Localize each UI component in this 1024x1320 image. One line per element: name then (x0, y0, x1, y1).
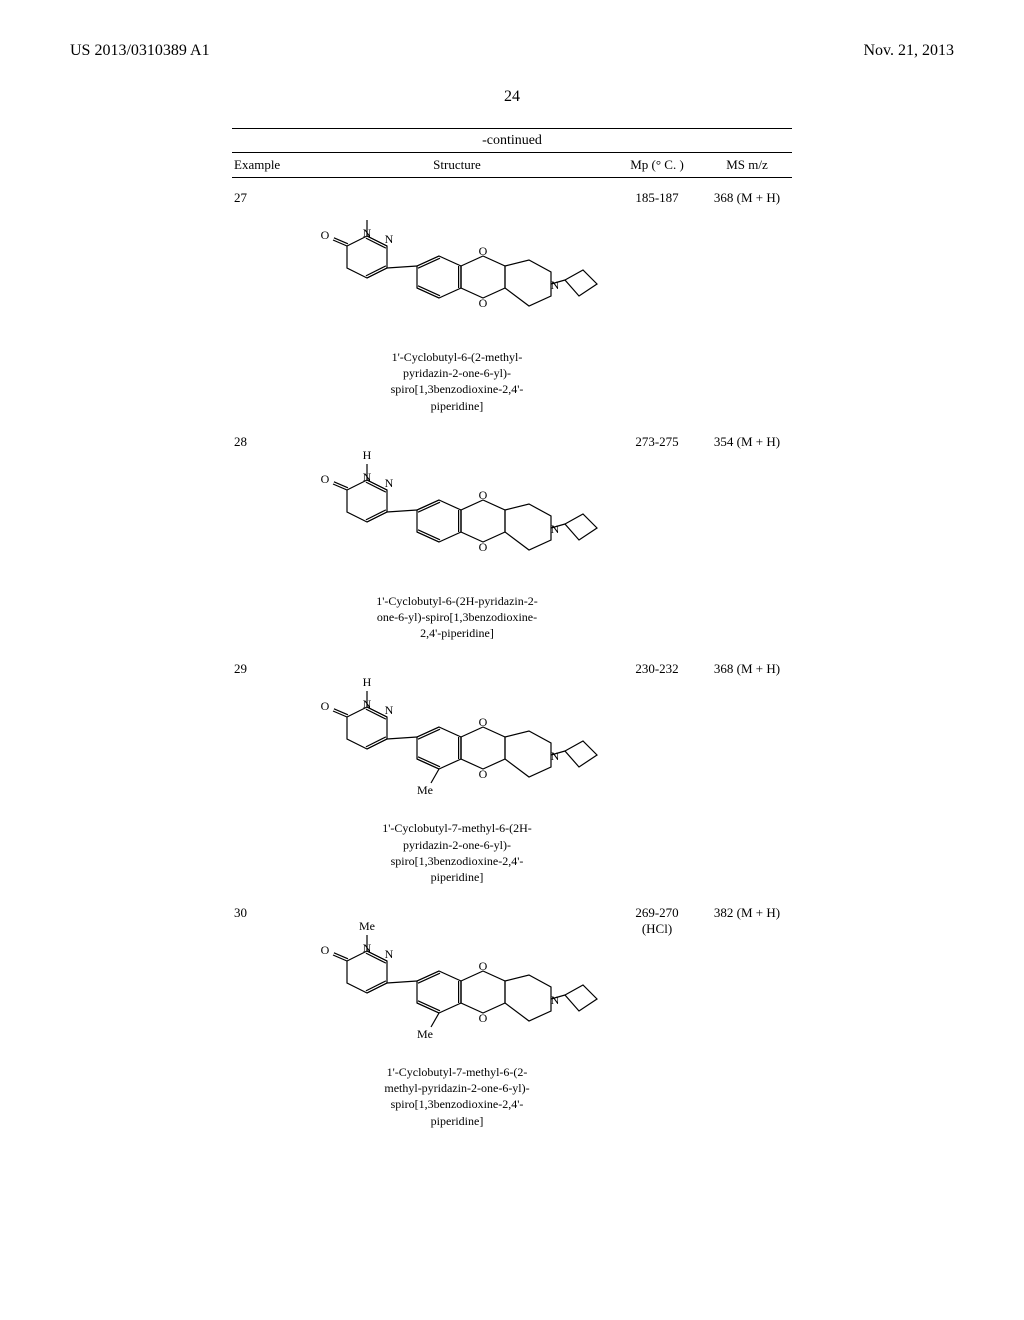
compound-structure: ONNMeMeOON (307, 903, 607, 1058)
svg-text:Me: Me (417, 1027, 433, 1041)
structure-cell: ONNHOON 1'-Cyclobutyl-6-(2H-pyridazin-2-… (302, 432, 612, 650)
compound-name-line: spiro[1,3benzodioxine-2,4'- (391, 854, 524, 868)
mp-note: (HCl) (642, 921, 672, 936)
example-number: 30 (232, 903, 302, 1137)
svg-text:N: N (551, 993, 560, 1007)
publication-date: Nov. 21, 2013 (863, 42, 954, 60)
compound-table: -continued Example Structure Mp (° C. ) … (232, 128, 792, 1137)
compound-structure: ONNHOON (307, 432, 607, 587)
compound-name: 1'-Cyclobutyl-7-methyl-6-(2- methyl-pyrid… (384, 1064, 529, 1129)
page-number: 24 (70, 88, 954, 106)
compound-name-line: methyl-pyridazin-2-one-6-yl)- (384, 1081, 529, 1095)
compound-name-line: 1'-Cyclobutyl-6-(2-methyl- (392, 350, 523, 364)
compound-name: 1'-Cyclobutyl-7-methyl-6-(2H-pyridazin-2… (382, 820, 531, 885)
compound-name-line: piperidine] (431, 870, 484, 884)
compound-name-line: 1'-Cyclobutyl-7-methyl-6-(2- (387, 1065, 528, 1079)
svg-text:N: N (385, 232, 394, 246)
example-number: 28 (232, 432, 302, 650)
svg-text:O: O (479, 488, 488, 502)
svg-text:O: O (479, 715, 488, 729)
mp-value: 185-187 (635, 190, 678, 205)
page-header: US 2013/0310389 A1 Nov. 21, 2013 (70, 42, 954, 60)
svg-text:Me: Me (417, 783, 433, 797)
compound-name-line: one-6-yl)-spiro[1,3benzodioxine- (377, 610, 537, 624)
svg-text:O: O (321, 943, 330, 957)
svg-text:O: O (479, 244, 488, 258)
col-ms-header: MS m/z (702, 157, 792, 173)
ms-cell: 368 (M + H) (702, 659, 792, 893)
compound-name: 1'-Cyclobutyl-6-(2-methyl-pyridazin-2-on… (391, 349, 524, 414)
svg-text:O: O (479, 959, 488, 973)
svg-text:N: N (385, 476, 394, 490)
patent-number: US 2013/0310389 A1 (70, 42, 210, 60)
mp-cell: 230-232 (612, 659, 702, 893)
svg-text:O: O (321, 699, 330, 713)
compound-name-line: 1'-Cyclobutyl-7-methyl-6-(2H- (382, 821, 531, 835)
example-number: 29 (232, 659, 302, 893)
compound-name-line: piperidine] (431, 1114, 484, 1128)
compound-name-line: pyridazin-2-one-6-yl)- (403, 366, 511, 380)
mp-value: 230-232 (635, 661, 678, 676)
compound-name: 1'-Cyclobutyl-6-(2H-pyridazin-2- one-6-yl… (376, 593, 537, 642)
svg-text:O: O (479, 296, 488, 310)
svg-text:N: N (551, 278, 560, 292)
svg-text:H: H (363, 448, 372, 462)
structure-cell: ONNHMeOON 1'-Cyclobutyl-7-methyl-6-(2H-p… (302, 659, 612, 893)
svg-text:N: N (551, 749, 560, 763)
table-row: 29 ONNHMeOON 1'-Cyclobutyl-7-methyl-6-(2… (232, 649, 792, 893)
ms-cell: 354 (M + H) (702, 432, 792, 650)
table-row: 27 ONNOON 1'-Cyclobutyl-6-(2-methyl-pyri… (232, 178, 792, 422)
mp-value: 273-275 (635, 434, 678, 449)
compound-structure: ONNOON (307, 188, 607, 343)
compound-name-line: spiro[1,3benzodioxine-2,4'- (391, 382, 524, 396)
svg-text:N: N (385, 703, 394, 717)
col-structure-header: Structure (302, 157, 612, 173)
col-example-header: Example (232, 157, 302, 173)
ms-cell: 382 (M + H) (702, 903, 792, 1137)
compound-structure: ONNHMeOON (307, 659, 607, 814)
table-row: 30 ONNMeMeOON 1'-Cyclobutyl-7-methyl-6-(… (232, 893, 792, 1137)
table-header-row: Example Structure Mp (° C. ) MS m/z (232, 152, 792, 178)
svg-text:O: O (479, 767, 488, 781)
compound-name-line: pyridazin-2-one-6-yl)- (403, 838, 511, 852)
compound-name-line: 1'-Cyclobutyl-6-(2H-pyridazin-2- (376, 594, 537, 608)
mp-value: 269-270 (635, 905, 678, 920)
mp-cell: 185-187 (612, 188, 702, 422)
example-number: 27 (232, 188, 302, 422)
svg-text:N: N (385, 947, 394, 961)
svg-text:Me: Me (359, 919, 375, 933)
svg-text:O: O (479, 1011, 488, 1025)
structure-cell: ONNMeMeOON 1'-Cyclobutyl-7-methyl-6-(2-m… (302, 903, 612, 1137)
ms-cell: 368 (M + H) (702, 188, 792, 422)
mp-cell: 269-270(HCl) (612, 903, 702, 1137)
structure-cell: ONNOON 1'-Cyclobutyl-6-(2-methyl-pyridaz… (302, 188, 612, 422)
svg-text:H: H (363, 675, 372, 689)
compound-name-line: spiro[1,3benzodioxine-2,4'- (391, 1097, 524, 1111)
svg-text:O: O (321, 228, 330, 242)
table-row: 28 ONNHOON 1'-Cyclobutyl-6-(2H-pyridazin… (232, 422, 792, 650)
col-mp-header: Mp (° C. ) (612, 157, 702, 173)
compound-name-line: 2,4'-piperidine] (420, 626, 494, 640)
mp-cell: 273-275 (612, 432, 702, 650)
svg-text:O: O (479, 540, 488, 554)
svg-text:O: O (321, 472, 330, 486)
compound-name-line: piperidine] (431, 399, 484, 413)
svg-text:N: N (551, 522, 560, 536)
continued-label: -continued (232, 128, 792, 152)
